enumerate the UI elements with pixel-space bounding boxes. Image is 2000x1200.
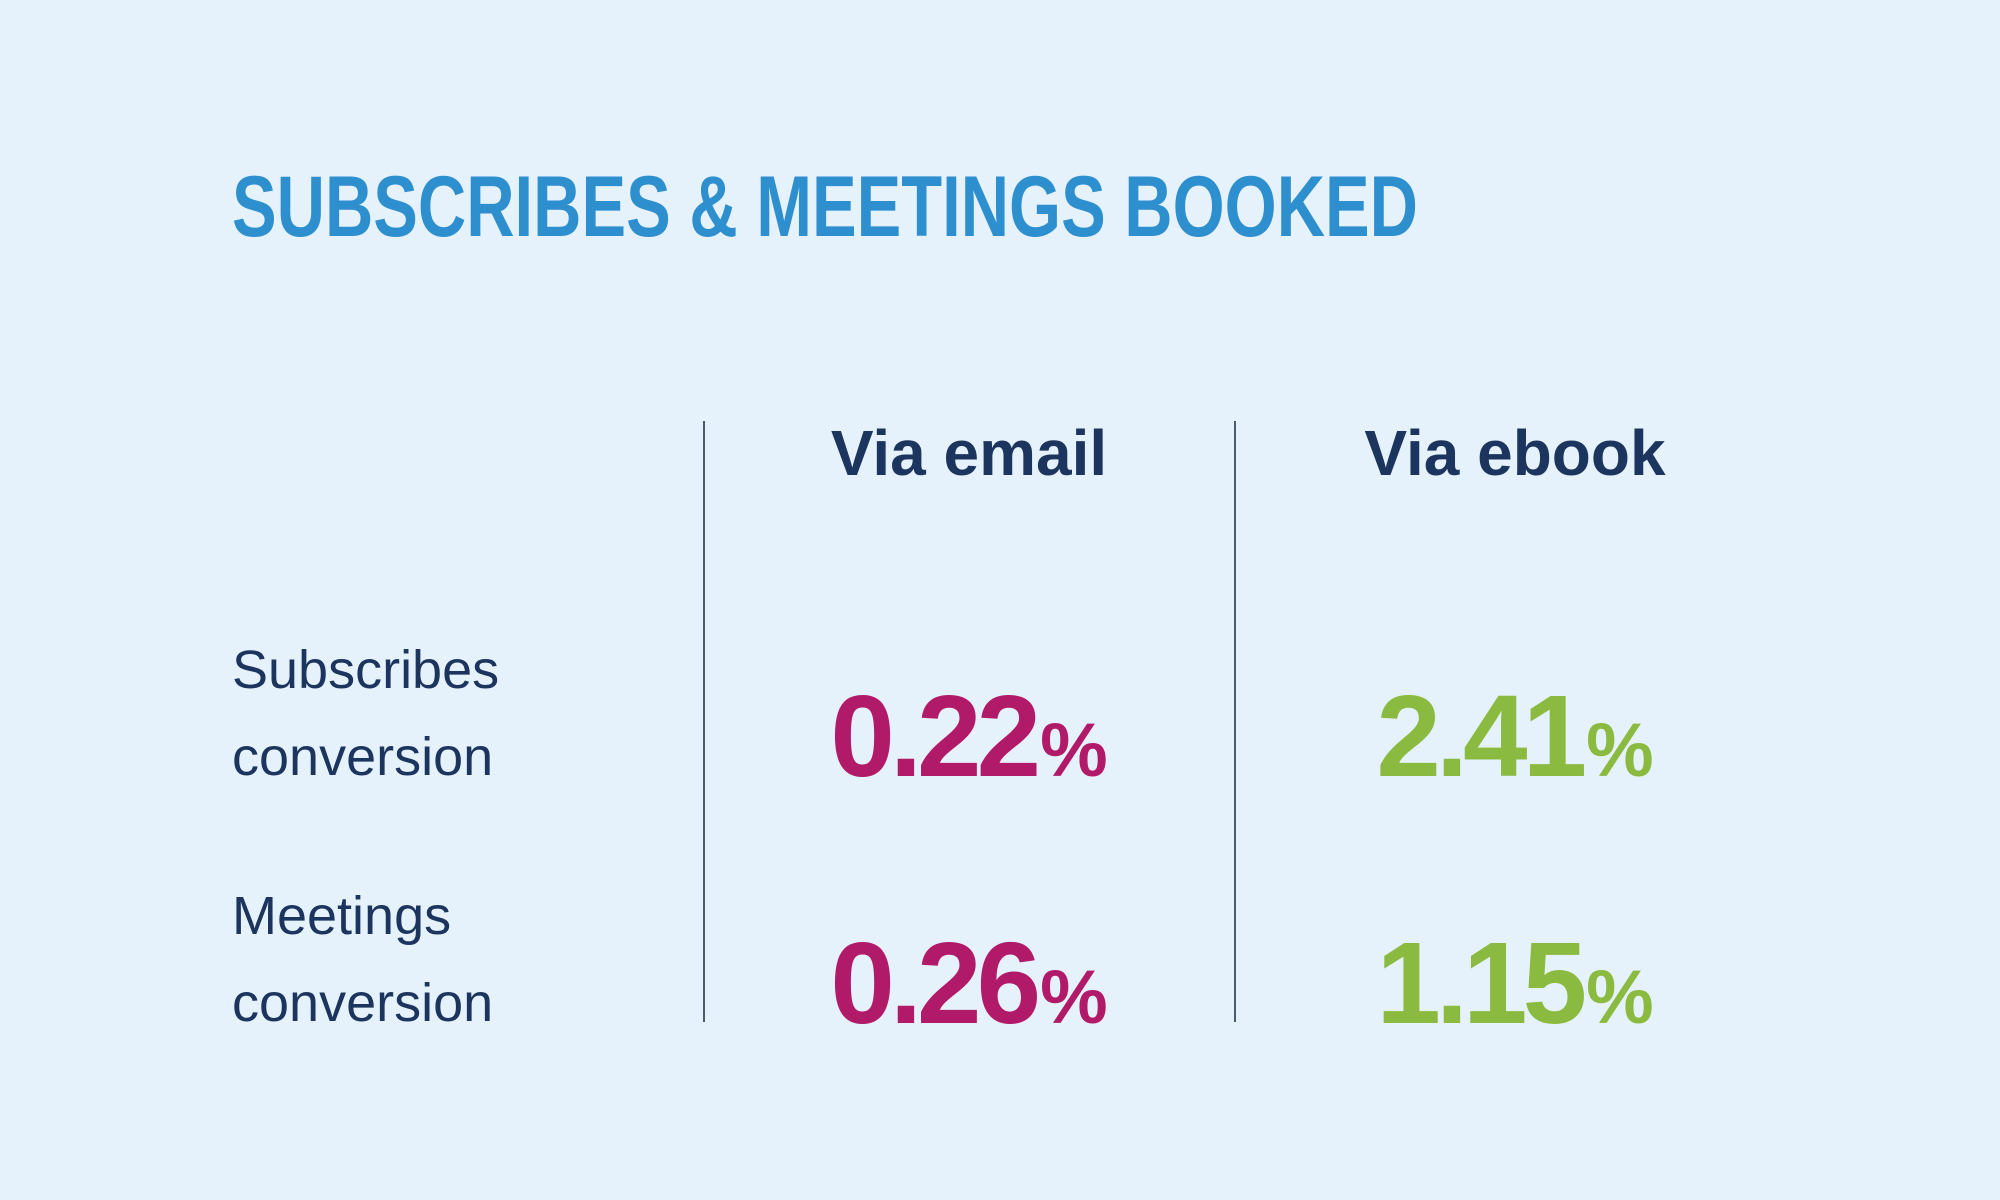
- stat-value: 2.41%: [1376, 671, 1653, 801]
- stat-number: 0.26: [830, 918, 1037, 1048]
- title: SUBSCRIBES & MEETINGS BOOKED: [232, 159, 1418, 255]
- column-header: Via email: [831, 417, 1107, 489]
- stat-unit: %: [1586, 955, 1654, 1040]
- row-label: Meetings conversion: [232, 886, 494, 1033]
- stat-number: 1.15: [1376, 918, 1584, 1048]
- stat-number: 2.41: [1376, 671, 1584, 801]
- stat-unit: %: [1586, 708, 1654, 793]
- stat-value: 0.22%: [830, 671, 1107, 801]
- row-label: Subscribes conversion: [232, 640, 500, 787]
- stat-number: 0.22: [830, 671, 1036, 801]
- stat-unit: %: [1040, 708, 1108, 793]
- stat-unit: %: [1040, 955, 1108, 1040]
- column-header: Via ebook: [1364, 417, 1666, 489]
- stat-value: 0.26%: [830, 918, 1107, 1048]
- stat-value: 1.15%: [1376, 918, 1653, 1048]
